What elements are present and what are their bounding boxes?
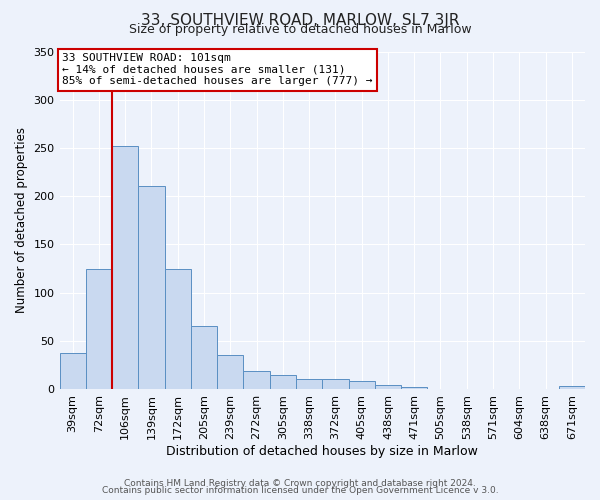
Text: Size of property relative to detached houses in Marlow: Size of property relative to detached ho… xyxy=(128,22,472,36)
Y-axis label: Number of detached properties: Number of detached properties xyxy=(15,127,28,313)
Bar xyxy=(139,186,164,389)
Bar xyxy=(401,387,427,389)
Bar xyxy=(191,326,217,389)
Bar xyxy=(375,385,401,389)
Bar xyxy=(349,381,375,389)
Bar xyxy=(59,354,86,389)
X-axis label: Distribution of detached houses by size in Marlow: Distribution of detached houses by size … xyxy=(166,444,478,458)
Bar xyxy=(112,146,139,389)
Bar xyxy=(86,270,112,389)
Bar xyxy=(559,386,585,389)
Bar xyxy=(244,370,270,389)
Text: 33 SOUTHVIEW ROAD: 101sqm
← 14% of detached houses are smaller (131)
85% of semi: 33 SOUTHVIEW ROAD: 101sqm ← 14% of detac… xyxy=(62,53,373,86)
Bar xyxy=(270,376,296,389)
Bar xyxy=(322,380,349,389)
Text: 33, SOUTHVIEW ROAD, MARLOW, SL7 3JR: 33, SOUTHVIEW ROAD, MARLOW, SL7 3JR xyxy=(141,12,459,28)
Text: Contains public sector information licensed under the Open Government Licence v : Contains public sector information licen… xyxy=(101,486,499,495)
Bar xyxy=(296,380,322,389)
Text: Contains HM Land Registry data © Crown copyright and database right 2024.: Contains HM Land Registry data © Crown c… xyxy=(124,478,476,488)
Bar xyxy=(164,270,191,389)
Bar xyxy=(217,355,244,389)
